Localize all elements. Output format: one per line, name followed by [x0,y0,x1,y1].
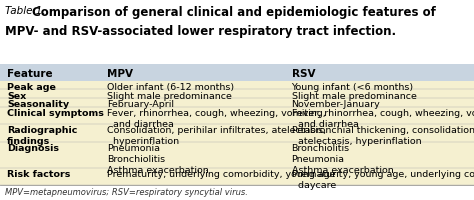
Text: Clinical symptoms: Clinical symptoms [7,108,104,117]
Text: Peak age: Peak age [7,83,56,92]
Text: RSV: RSV [292,68,315,78]
Text: Pneumonia
Bronchiolitis
Asthma exacerbation: Pneumonia Bronchiolitis Asthma exacerbat… [107,143,209,174]
Text: Slight male predominance: Slight male predominance [107,91,231,100]
FancyBboxPatch shape [0,99,474,107]
Text: Prematurity, young age, underlying comorbidity,
  daycare: Prematurity, young age, underlying comor… [292,169,474,189]
Text: Peribronchial thickening, consolidation,
  atelectasis, hyperinflation: Peribronchial thickening, consolidation,… [292,126,474,146]
FancyBboxPatch shape [0,65,474,185]
FancyBboxPatch shape [0,142,474,168]
Text: MPV: MPV [107,68,133,78]
Text: November-January: November-January [292,100,380,109]
FancyBboxPatch shape [0,65,474,81]
FancyBboxPatch shape [0,168,474,185]
Text: Prematurity, underlying comorbidity, young age: Prematurity, underlying comorbidity, you… [107,169,335,178]
FancyBboxPatch shape [0,81,474,90]
Text: Consolidation, perihilar infiltrates, atelectasis,
  hyperinflation: Consolidation, perihilar infiltrates, at… [107,126,326,146]
Text: MPV- and RSV-associated lower respiratory tract infection.: MPV- and RSV-associated lower respirator… [5,25,396,38]
Text: Slight male predominance: Slight male predominance [292,91,416,100]
Text: Table 1.: Table 1. [5,6,46,16]
FancyBboxPatch shape [0,107,474,125]
Text: Radiographic
findings: Radiographic findings [7,126,77,146]
Text: Bronchiolitis
Pneumonia
Asthma exacerbation: Bronchiolitis Pneumonia Asthma exacerbat… [292,143,393,174]
Text: MPV=metapneumovirus; RSV=respiratory syncytial virus.: MPV=metapneumovirus; RSV=respiratory syn… [5,187,247,196]
Text: Risk factors: Risk factors [7,169,71,178]
FancyBboxPatch shape [0,125,474,142]
Text: Older infant (6-12 months): Older infant (6-12 months) [107,83,234,92]
Text: Fever, rhinorrhea, cough, wheezing, vomiting,
  and diarrhea: Fever, rhinorrhea, cough, wheezing, vomi… [292,108,474,129]
Text: Feature: Feature [7,68,53,78]
Text: Young infant (<6 months): Young infant (<6 months) [292,83,414,92]
Text: Fever, rhinorrhea, cough, wheezing, vomiting,
  and diarrhea: Fever, rhinorrhea, cough, wheezing, vomi… [107,108,325,129]
Text: February-April: February-April [107,100,173,109]
FancyBboxPatch shape [0,90,474,99]
Text: Comparison of general clinical and epidemiologic features of: Comparison of general clinical and epide… [32,6,436,19]
Text: Diagnosis: Diagnosis [7,143,59,152]
Text: Sex: Sex [7,91,27,100]
Text: Seasonality: Seasonality [7,100,69,109]
